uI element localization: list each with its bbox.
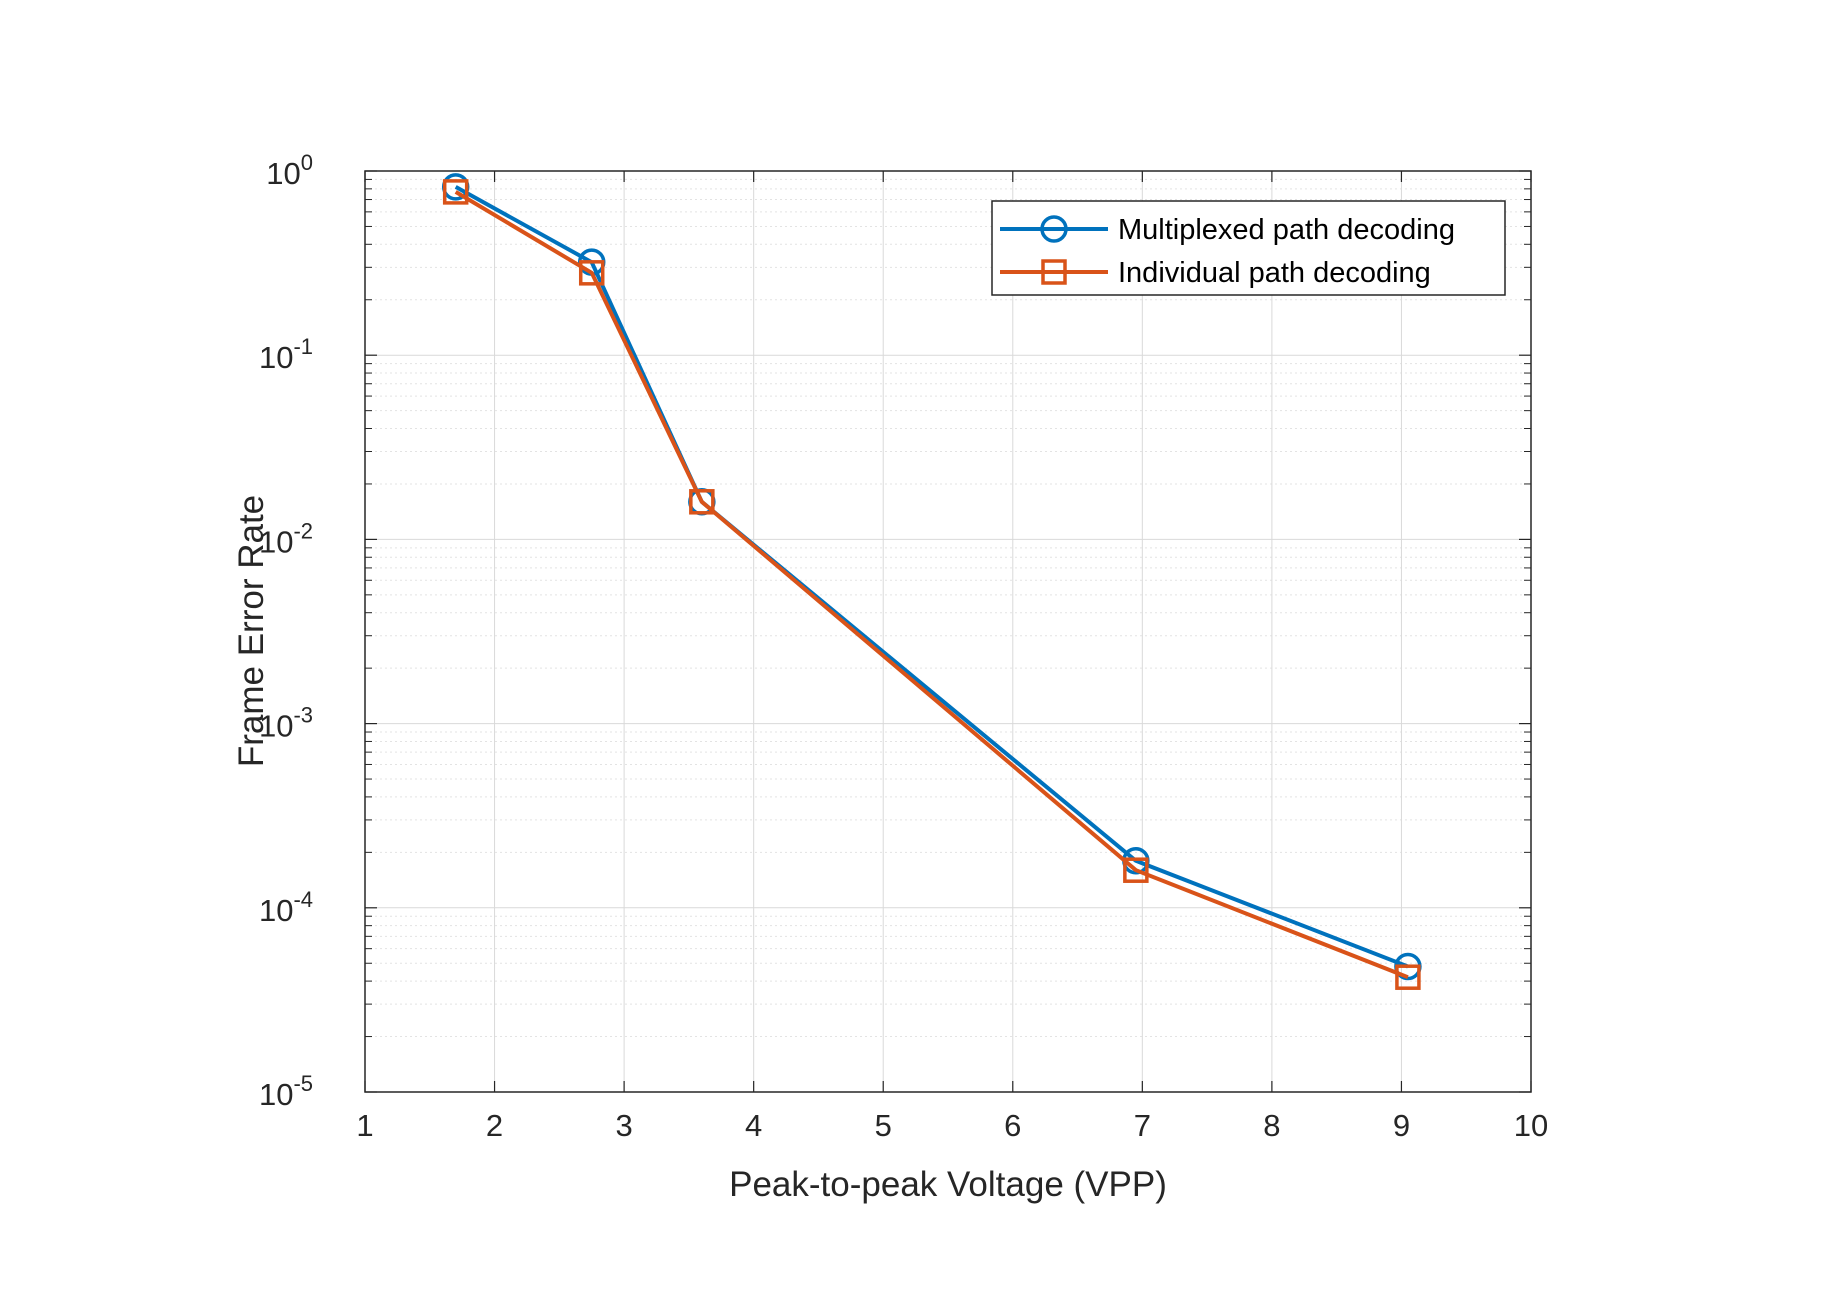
y-tick-base: 10 bbox=[259, 524, 293, 559]
y-tick-exponent: -3 bbox=[293, 703, 313, 728]
series-square bbox=[442, 179, 1421, 990]
y-tick-base: 10 bbox=[259, 709, 293, 744]
legend-entries: Multiplexed path decoding Individual path… bbox=[1000, 214, 1455, 289]
y-tick-base: 10 bbox=[266, 156, 300, 191]
x-tick-label: 9 bbox=[1393, 1108, 1410, 1143]
y-tick-exponent: -2 bbox=[293, 518, 313, 543]
y-tick-label: 10-2 bbox=[259, 518, 313, 559]
y-tick-label: 10-3 bbox=[259, 703, 313, 744]
y-tick-exponent: -4 bbox=[293, 887, 313, 912]
data-point bbox=[1123, 857, 1149, 883]
data-point bbox=[689, 489, 715, 515]
y-tick-exponent: -1 bbox=[293, 334, 313, 359]
y-tick-exponent: 0 bbox=[301, 150, 313, 175]
y-axis-title: Frame Error Rate bbox=[232, 495, 271, 767]
x-axis-title: Peak-to-peak Voltage (VPP) bbox=[729, 1165, 1167, 1204]
y-tick-label: 10-1 bbox=[259, 334, 313, 375]
data-point bbox=[442, 179, 469, 205]
legend-marker bbox=[1040, 215, 1068, 243]
series-layer bbox=[441, 173, 1422, 990]
x-tick-label: 8 bbox=[1263, 1108, 1280, 1143]
plot-area bbox=[365, 171, 1531, 1092]
y-tick-label: 100 bbox=[266, 150, 313, 191]
y-tick-exponent: -5 bbox=[293, 1071, 313, 1096]
x-tick-label: 7 bbox=[1134, 1108, 1151, 1143]
x-tick-label: 3 bbox=[615, 1108, 632, 1143]
y-tick-base: 10 bbox=[259, 1077, 293, 1112]
y-tick-label: 10-4 bbox=[259, 887, 313, 928]
x-tick-label: 1 bbox=[356, 1108, 373, 1143]
legend-label: Multiplexed path decoding bbox=[1118, 214, 1455, 246]
legend: Multiplexed path decoding Individual path… bbox=[991, 200, 1506, 296]
y-tick-base: 10 bbox=[259, 893, 293, 928]
axes-box bbox=[364, 170, 1532, 1093]
x-tick-label: 4 bbox=[745, 1108, 762, 1143]
y-tick-label: 10-5 bbox=[259, 1071, 313, 1112]
x-tick-label: 2 bbox=[486, 1108, 503, 1143]
legend-label: Individual path decoding bbox=[1118, 257, 1431, 289]
x-tick-labels: 1 2 3 4 5 6 7 8 9 10 bbox=[356, 1108, 1548, 1143]
data-point bbox=[578, 260, 605, 286]
x-tick-label: 5 bbox=[875, 1108, 892, 1143]
x-tick-label: 6 bbox=[1004, 1108, 1021, 1143]
x-tick-label: 10 bbox=[1514, 1108, 1548, 1143]
series-line bbox=[454, 190, 1409, 980]
legend-marker bbox=[1041, 259, 1067, 285]
y-tick-base: 10 bbox=[259, 340, 293, 375]
legend-box bbox=[991, 200, 1506, 296]
data-point bbox=[1395, 964, 1421, 990]
